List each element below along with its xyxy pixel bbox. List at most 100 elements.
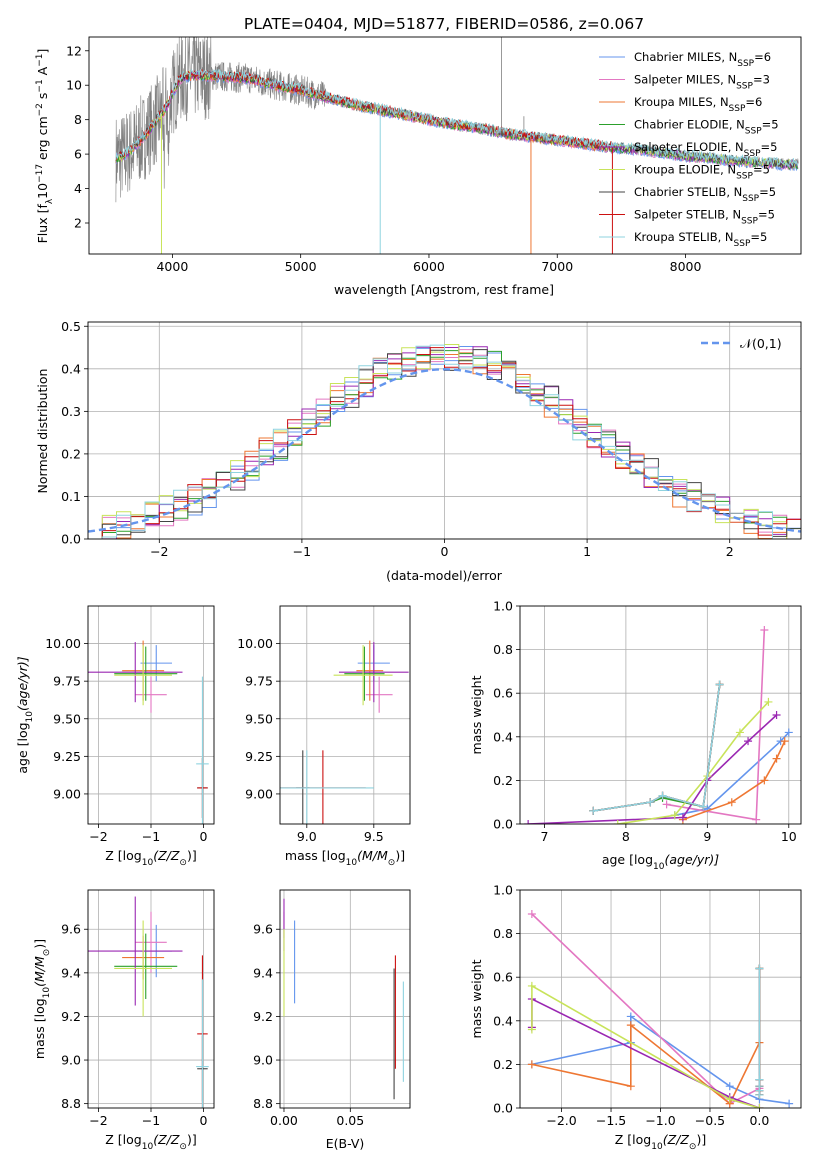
axes-frame: [279, 889, 411, 1109]
axes-frame: [87, 889, 215, 1109]
weight-marker: [784, 728, 793, 737]
x-tick-label: 4000: [156, 259, 188, 274]
y-tick-label: 0.1: [61, 489, 81, 504]
panel-age-vs-Z: −2 −1 0 9.00 9.25 9.50 9.75 10.00 Z [log10(Z/Z⊙)…: [15, 605, 215, 868]
x-tick-label: 1: [583, 544, 591, 559]
y-axis-label: mass weight: [469, 675, 484, 754]
x-axis-label: mass [log10(M/M⊙)]: [285, 848, 405, 868]
plot-area: [88, 890, 214, 1108]
x-axis-label: Z [log10(Z/Z⊙)]: [615, 1132, 706, 1152]
y-tick-label: 0.0: [493, 1101, 513, 1116]
weight-marker: [626, 1012, 635, 1021]
residual-histogram-8: [88, 344, 801, 539]
legend-entry: Salpeter MILES, NSSP=3: [634, 73, 770, 92]
weight-marker: [626, 1082, 635, 1091]
axes-frame: [519, 889, 802, 1109]
weight-marker: [727, 798, 736, 807]
plot-area: [520, 890, 801, 1108]
x-tick-label: 8: [622, 829, 630, 844]
axes-frame: [279, 605, 411, 825]
weight-marker: [715, 680, 724, 689]
x-tick-label: 9: [703, 829, 711, 844]
weight-marker: [527, 1025, 536, 1034]
x-tick-label: 5000: [285, 259, 317, 274]
weight-marker: [755, 1086, 764, 1095]
plot-area: [88, 606, 214, 824]
y-tick-label: 9.00: [53, 786, 81, 801]
x-tick-label: 0.0: [749, 1113, 769, 1128]
y-tick-label: 9.0: [61, 1053, 81, 1068]
y-tick-label: 9.6: [61, 922, 81, 937]
x-tick-label: 0.00: [270, 1113, 298, 1128]
plot-area: [115, 37, 799, 254]
y-tick-label: 0.4: [493, 1013, 513, 1028]
x-tick-label: −2.0: [546, 1113, 576, 1128]
plot-area: [280, 606, 410, 824]
axes-frame: [88, 36, 802, 255]
x-tick-label: −2: [150, 544, 168, 559]
y-tick-label: 0.4: [61, 361, 81, 376]
y-tick-label: 2: [74, 216, 82, 231]
weight-marker: [678, 813, 687, 822]
axes-frame: [519, 605, 802, 825]
weight-marker: [755, 1075, 764, 1084]
axes-frame: [87, 321, 802, 540]
y-tick-label: 0.2: [493, 773, 513, 788]
weight-marker: [755, 1104, 764, 1108]
x-tick-label: 8000: [670, 259, 702, 274]
legend-entry: Kroupa MILES, NSSP=6: [634, 95, 762, 114]
legend-entry: Salpeter ELODIE, NSSP=5: [634, 140, 777, 159]
y-tick-label: 9.25: [245, 749, 273, 764]
y-tick-label: 10: [66, 78, 82, 93]
y-tick-label: 0.2: [61, 446, 81, 461]
weight-marker: [527, 1060, 536, 1069]
y-tick-label: 0.4: [493, 729, 513, 744]
x-tick-label: −0.5: [695, 1113, 725, 1128]
weight-marker: [785, 1099, 794, 1108]
x-tick-label: 7: [540, 829, 548, 844]
x-tick-label: −2: [89, 829, 107, 844]
panel-spectrum: 4000 5000 6000 7000 8000 2 4 6 8 10 12 wavelength […: [35, 36, 802, 297]
y-tick-label: 8: [74, 112, 82, 127]
weight-marker: [662, 800, 671, 809]
x-tick-label: 0: [200, 829, 208, 844]
legend-entry: 𝒩(0,1): [740, 336, 782, 351]
y-tick-label: 9.75: [245, 674, 273, 689]
y-axis-label: mass weight: [469, 959, 484, 1038]
x-axis-label: Z [log10(Z/Z⊙)]: [105, 848, 196, 868]
y-axis-label: mass [log10(M/M⊙)]: [32, 939, 52, 1059]
panel-weight-vs-age: 7 8 9 10 0.0 0.2 0.4 0.6 0.8 1.0 age [log10(age/yr…: [469, 599, 802, 872]
panel-weight-vs-Z: −2.0 −1.5 −1.0 −0.5 0.0 0.0 0.2 0.4 0.6 0.8 1.0 Z […: [469, 883, 802, 1152]
normal-curve: [88, 368, 801, 533]
y-tick-label: 0.6: [493, 686, 513, 701]
weight-marker: [658, 791, 667, 800]
x-tick-label: 10: [781, 829, 797, 844]
legend-entry: Chabrier MILES, NSSP=6: [634, 50, 771, 69]
plot-area: [520, 606, 801, 824]
weight-line-0: [674, 731, 790, 817]
x-axis-label: (data-model)/error: [386, 568, 503, 583]
weight-marker: [725, 1095, 734, 1104]
x-tick-label: −1.0: [645, 1113, 675, 1128]
weight-marker: [626, 1021, 635, 1030]
weight-marker: [646, 798, 655, 807]
y-tick-label: 9.50: [53, 711, 81, 726]
x-tick-label: −2: [89, 1113, 107, 1128]
y-tick-label: 0.2: [493, 1057, 513, 1072]
y-tick-label: 6: [74, 147, 82, 162]
y-axis-label: age [log10(age/yr)]: [15, 656, 35, 773]
x-tick-label: 0.05: [336, 1113, 364, 1128]
weight-marker: [752, 815, 761, 824]
weight-marker: [527, 981, 536, 990]
legend-entry: Chabrier STELIB, NSSP=5: [634, 185, 776, 204]
weight-line-5: [617, 701, 769, 824]
figure-title: PLATE=0404, MJD=51877, FIBERID=0586, z=0…: [244, 15, 644, 33]
weight-marker: [780, 737, 789, 746]
panel-mass-vs-ebv: 0.00 0.05 8.8 9.0 9.2 9.4 9.6 E(B-V): [253, 889, 411, 1151]
y-tick-label: 0.8: [493, 642, 513, 657]
x-axis-label: wavelength [Angstrom, rest frame]: [334, 282, 554, 297]
weight-marker: [699, 802, 708, 811]
y-tick-label: 10.00: [45, 636, 81, 651]
y-tick-label: 9.75: [53, 674, 81, 689]
